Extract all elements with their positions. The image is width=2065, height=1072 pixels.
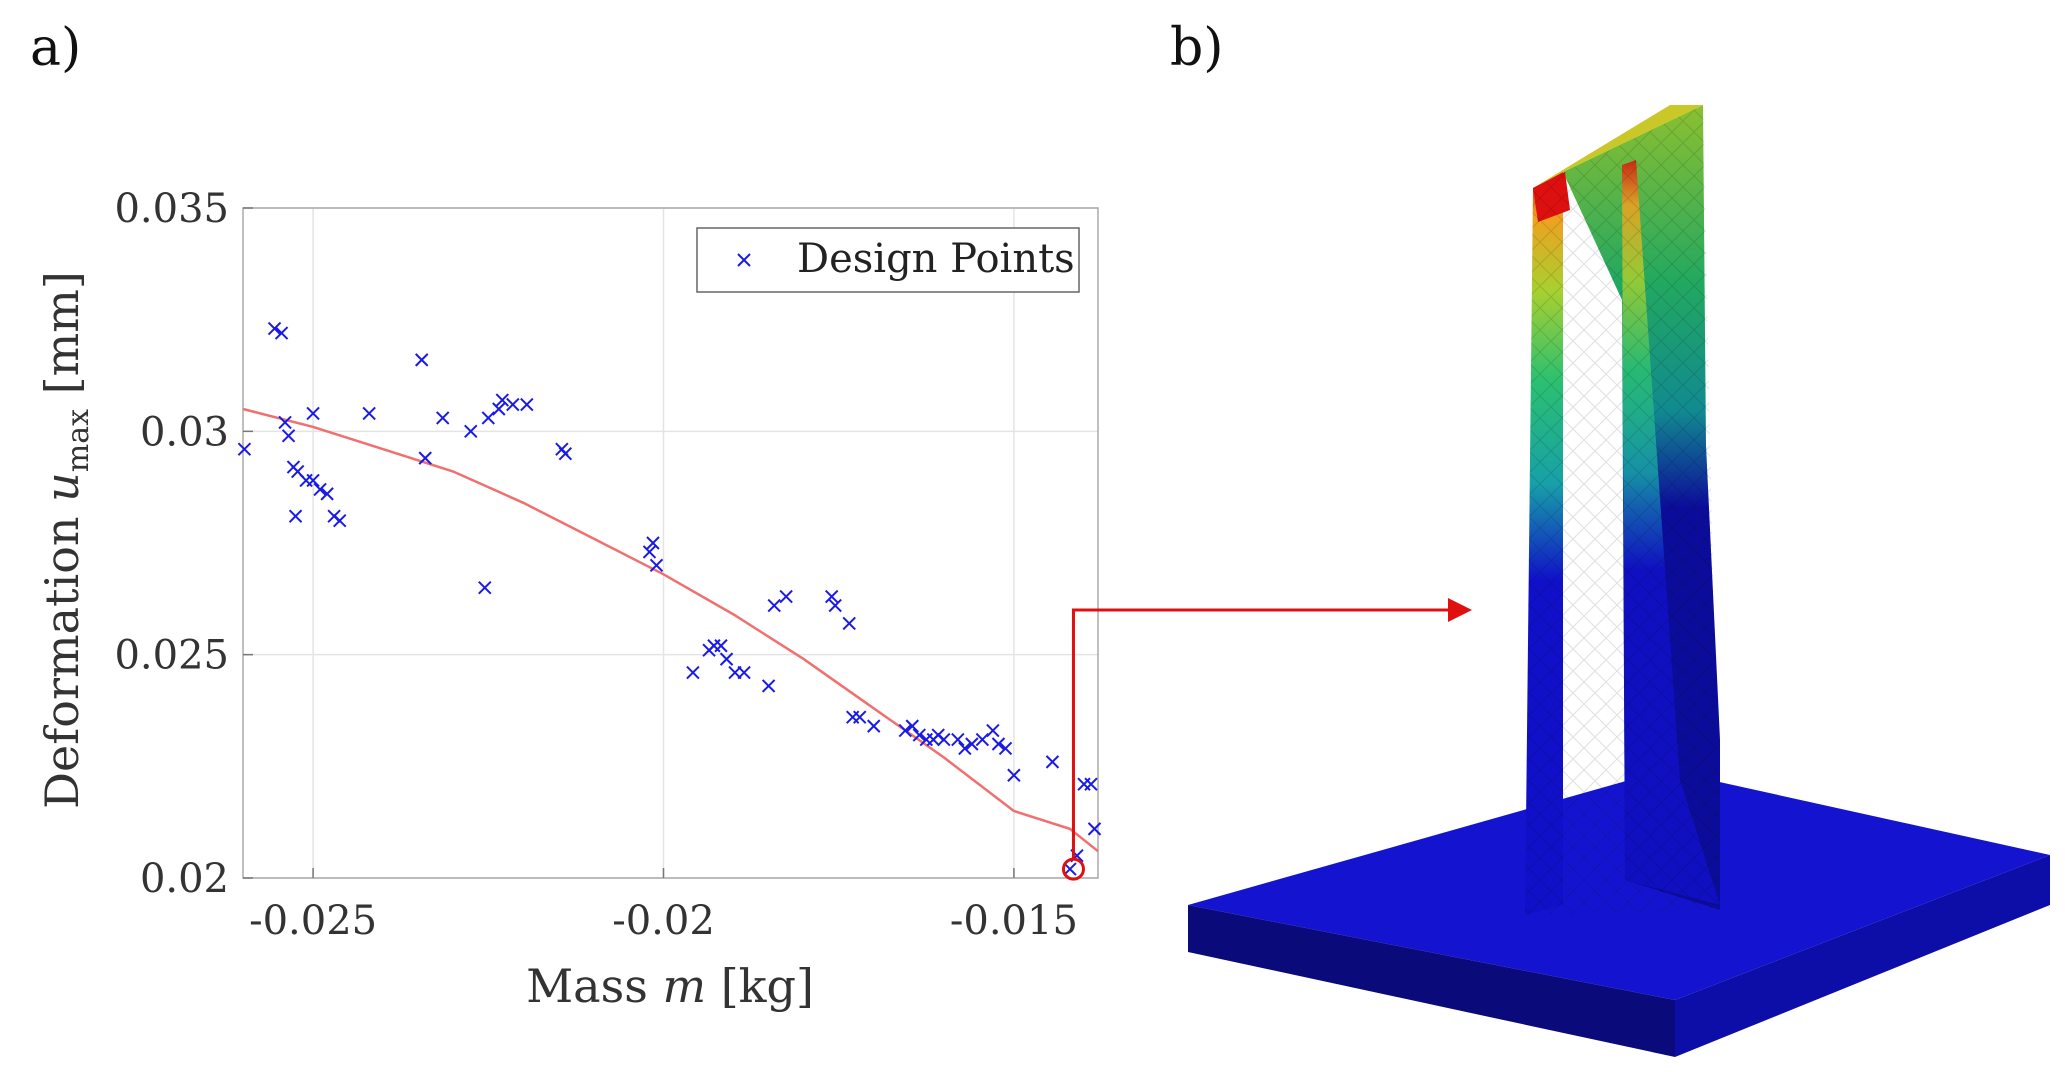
- design-point: [1063, 862, 1077, 876]
- design-point: [478, 580, 492, 595]
- design-point: [642, 545, 657, 559]
- legend-marker-icon: [737, 253, 751, 267]
- design-point: [320, 487, 334, 501]
- design-point: [267, 321, 282, 336]
- design-point: [558, 446, 573, 461]
- design-point: [905, 719, 919, 733]
- design-point: [958, 741, 972, 756]
- design-point: [362, 406, 376, 421]
- fit-curve: [242, 407, 1099, 853]
- design-point: [767, 598, 781, 613]
- plate-side-face: [1675, 855, 2050, 1057]
- fit-curve-group: [242, 407, 1099, 853]
- design-point: [998, 741, 1013, 756]
- y-tick-label: 0.035: [114, 186, 229, 232]
- design-point: [761, 679, 776, 693]
- design-point: [867, 719, 881, 733]
- design-point: [1087, 822, 1102, 836]
- design-point: [965, 737, 979, 751]
- plot-frame: [242, 207, 1099, 879]
- design-point: [686, 665, 700, 680]
- design-point: [649, 558, 664, 573]
- design-point: [333, 513, 347, 528]
- design-point: [306, 473, 320, 488]
- design-point: [898, 723, 912, 738]
- highlight-arrowhead: [1448, 598, 1472, 622]
- legend-box: [696, 227, 1080, 293]
- design-point: [436, 411, 450, 425]
- design-point: [937, 732, 951, 747]
- design-point: [824, 589, 839, 604]
- panel-label-b: b): [1170, 18, 1224, 78]
- design-point: [991, 737, 1006, 751]
- design-point: [415, 353, 429, 367]
- design-point: [842, 616, 856, 631]
- design-point: [464, 424, 478, 439]
- design-point: [975, 732, 990, 747]
- x-axis-label: Mass m [kg]: [526, 959, 814, 1013]
- design-point: [828, 598, 842, 613]
- x-tick-label: -0.02: [612, 898, 715, 944]
- highlight-circle: [1061, 857, 1085, 881]
- design-point: [520, 397, 534, 412]
- design-point: [481, 411, 495, 425]
- y-tick-label: 0.02: [140, 856, 229, 902]
- y-tick-label: 0.03: [140, 409, 229, 455]
- x-tick-label: -0.015: [950, 898, 1078, 944]
- axis-ticks: 0.02 0.025 0.03 0.035 -0.025 -0.02 -0.015: [114, 186, 1077, 944]
- design-point: [492, 402, 506, 416]
- fe-model-illustration: [1188, 105, 2050, 1057]
- design-point: [281, 429, 296, 443]
- design-point: [737, 665, 751, 680]
- design-point: [313, 482, 327, 497]
- design-point: [951, 732, 965, 747]
- design-point: [1084, 777, 1098, 791]
- design-point: [719, 652, 734, 666]
- design-point: [495, 393, 510, 407]
- highlight-arrow-line: [1071, 608, 1450, 860]
- design-point: [779, 589, 793, 604]
- design-point: [306, 406, 320, 421]
- design-point: [646, 536, 660, 550]
- legend-label: Design Points: [797, 236, 1075, 282]
- design-point: [288, 509, 303, 523]
- x-tick-label: -0.025: [249, 898, 377, 944]
- design-point: [1045, 755, 1060, 769]
- mesh-overlay: [1525, 105, 1720, 915]
- design-point: [714, 639, 728, 653]
- design-point: [418, 451, 432, 465]
- design-points: [237, 321, 1102, 876]
- panel-label-a: a): [30, 18, 82, 78]
- design-point: [853, 710, 867, 724]
- design-point: [912, 728, 926, 742]
- design-point: [506, 397, 520, 412]
- plate-front-face: [1188, 905, 1675, 1057]
- design-point: [986, 723, 1000, 738]
- design-point: [274, 326, 289, 340]
- y-tick-label: 0.025: [114, 633, 229, 679]
- design-point: [278, 415, 292, 430]
- design-point: [237, 442, 252, 456]
- legend-marker-cross: [737, 253, 751, 267]
- design-point: [1007, 768, 1021, 782]
- y-axis-label: Deformation umax [mm]: [35, 271, 96, 809]
